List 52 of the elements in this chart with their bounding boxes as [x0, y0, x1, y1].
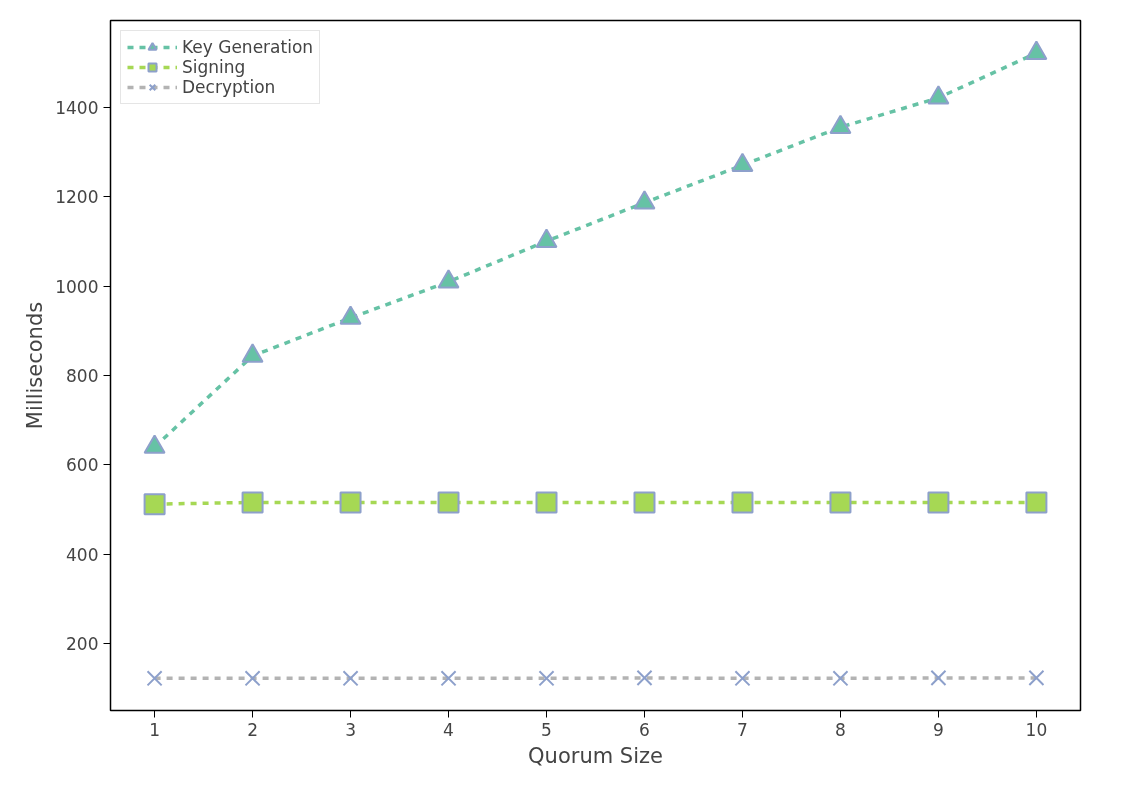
- y-axis-title: Milliseconds: [23, 301, 48, 430]
- point: [927, 491, 950, 514]
- point: [930, 669, 947, 686]
- legend-label: Signing: [182, 57, 246, 77]
- point: [437, 491, 460, 514]
- x-tick-label: 7: [737, 719, 748, 740]
- point: [633, 190, 656, 210]
- point: [829, 491, 852, 514]
- point: [731, 152, 754, 172]
- point: [146, 670, 163, 687]
- point: [143, 434, 166, 454]
- y-tick-label: 1000: [55, 276, 99, 297]
- point: [829, 114, 852, 135]
- x-tick-label: 2: [247, 719, 258, 740]
- y-tick-label: 1400: [55, 98, 99, 119]
- x-axis-title: Quorum Size: [528, 743, 663, 768]
- point: [241, 343, 264, 363]
- point: [734, 670, 751, 687]
- point: [440, 670, 457, 687]
- y-tick-label: 400: [66, 544, 99, 565]
- point: [636, 669, 653, 686]
- point: [1025, 40, 1048, 60]
- point: [244, 670, 261, 687]
- y-tick-label: 200: [66, 634, 99, 655]
- point: [143, 493, 166, 516]
- x-tick-label: 9: [933, 719, 944, 740]
- legend-label: Key Generation: [182, 37, 314, 57]
- point: [731, 491, 754, 514]
- point: [1028, 669, 1045, 686]
- point: [342, 670, 359, 687]
- x-tick-label: 10: [1025, 719, 1048, 740]
- x-tick-label: 5: [541, 719, 552, 740]
- x-tick-label: 6: [639, 719, 650, 740]
- y-tick-label: 1200: [55, 187, 99, 208]
- x-tick-label: 4: [443, 719, 454, 740]
- point: [241, 491, 264, 514]
- point: [437, 269, 460, 289]
- y-tick-label: 600: [66, 455, 99, 476]
- point: [339, 491, 362, 514]
- x-tick-label: 3: [345, 719, 356, 740]
- point: [535, 228, 558, 248]
- point: [535, 491, 558, 514]
- x-tick-label: 1: [149, 719, 161, 740]
- point: [633, 491, 656, 514]
- y-tick-label: 800: [66, 366, 99, 387]
- x-tick-label: 8: [835, 719, 846, 740]
- point: [1025, 491, 1048, 514]
- point: [339, 305, 362, 325]
- point: [832, 670, 849, 687]
- legend-label: Decryption: [182, 77, 276, 97]
- point: [927, 85, 950, 105]
- point: [538, 670, 555, 687]
